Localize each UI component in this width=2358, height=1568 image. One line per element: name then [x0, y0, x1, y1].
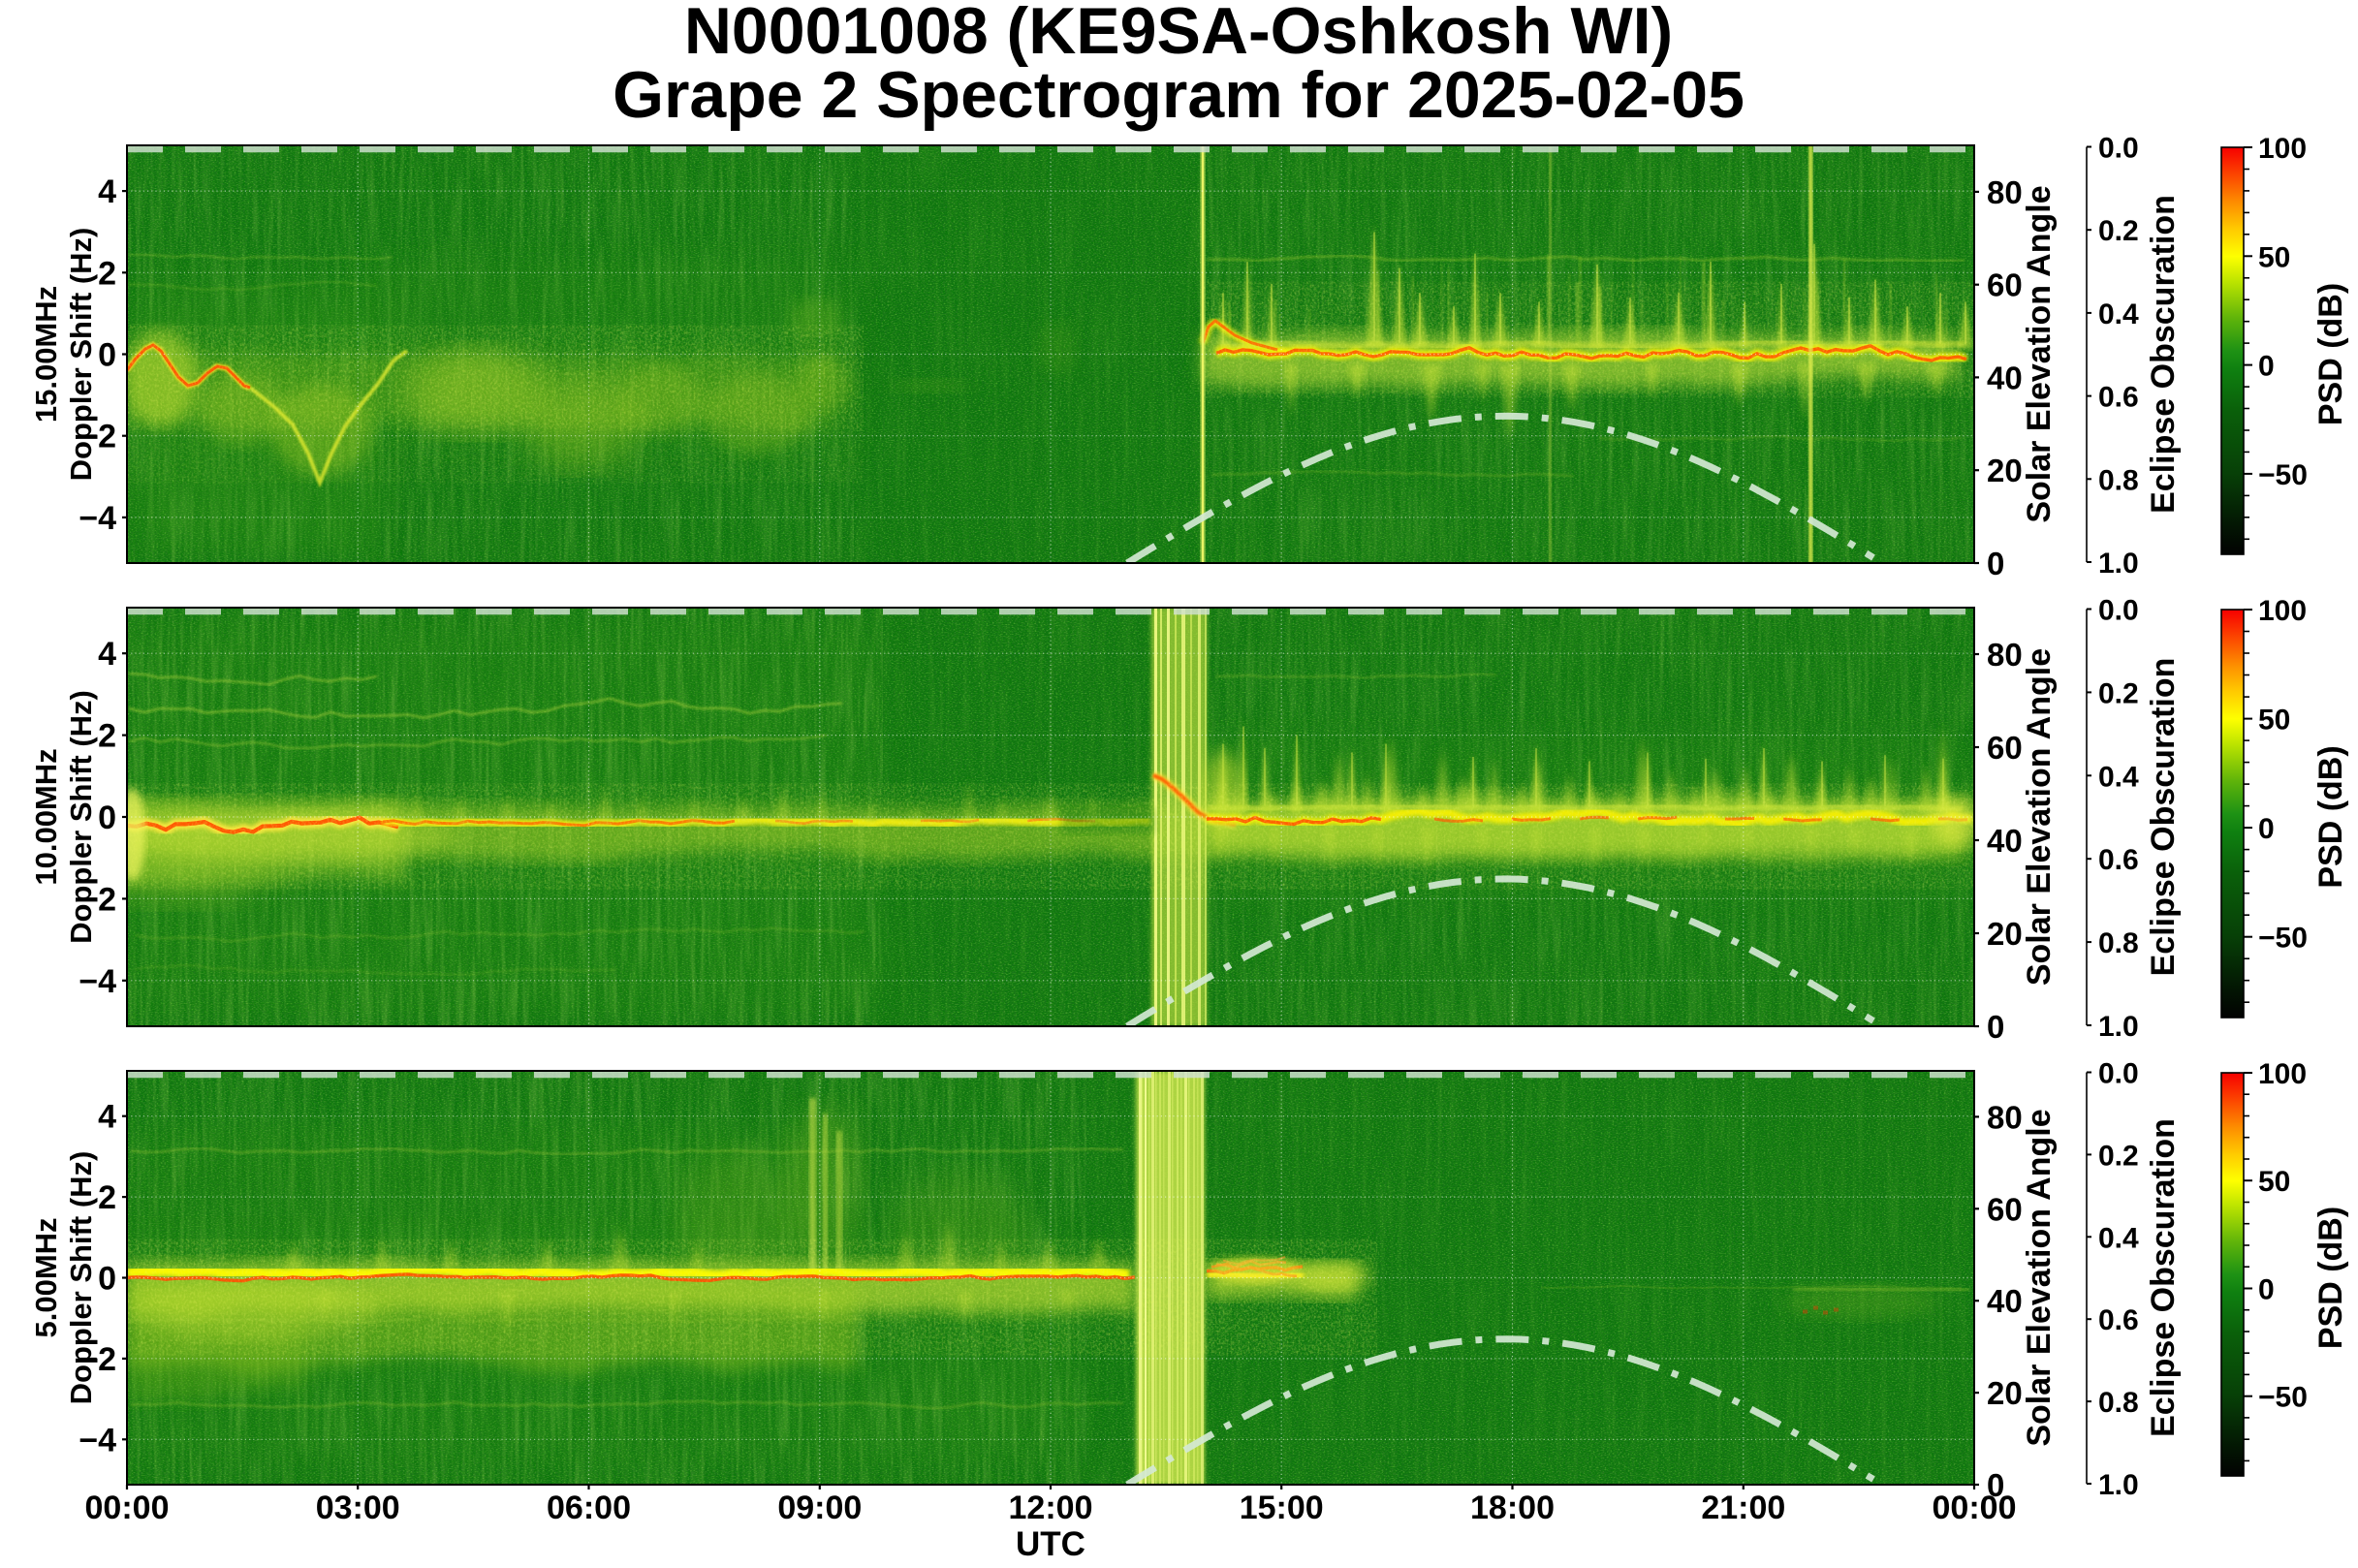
svg-text:−2: −2 [79, 419, 116, 455]
svg-text:1.0: 1.0 [2098, 1469, 2139, 1501]
svg-text:2: 2 [98, 255, 116, 292]
svg-text:100: 100 [2258, 133, 2307, 165]
svg-text:Doppler Shift (Hz): Doppler Shift (Hz) [64, 1151, 98, 1405]
svg-text:0.0: 0.0 [2098, 133, 2139, 165]
svg-text:50: 50 [2258, 705, 2290, 737]
svg-text:PSD (dB): PSD (dB) [2312, 745, 2349, 888]
svg-text:Solar Elevation Angle: Solar Elevation Angle [2021, 648, 2058, 986]
svg-text:Doppler Shift (Hz): Doppler Shift (Hz) [64, 228, 98, 482]
svg-text:0: 0 [98, 1261, 116, 1298]
svg-text:Eclipse Obscuration: Eclipse Obscuration [2145, 195, 2182, 514]
svg-text:50: 50 [2258, 241, 2290, 273]
svg-text:0.8: 0.8 [2098, 464, 2139, 496]
svg-text:10.00MHz: 10.00MHz [29, 748, 63, 885]
svg-text:0: 0 [2258, 1274, 2275, 1306]
svg-text:80: 80 [1987, 637, 2023, 673]
svg-text:1.0: 1.0 [2098, 548, 2139, 580]
svg-text:0: 0 [1987, 546, 2004, 581]
svg-text:12:00: 12:00 [1009, 1490, 1093, 1526]
svg-text:2: 2 [98, 1179, 116, 1216]
svg-text:40: 40 [1987, 823, 2023, 859]
svg-text:20: 20 [1987, 916, 2023, 952]
svg-text:1.0: 1.0 [2098, 1011, 2139, 1043]
svg-text:0.6: 0.6 [2098, 844, 2139, 876]
svg-text:100: 100 [2258, 595, 2307, 627]
svg-text:UTC: UTC [1016, 1525, 1085, 1563]
svg-text:100: 100 [2258, 1058, 2307, 1090]
svg-text:Doppler Shift (Hz): Doppler Shift (Hz) [64, 690, 98, 944]
svg-text:20: 20 [1987, 1375, 2023, 1411]
svg-text:−4: −4 [79, 963, 116, 1000]
svg-text:06:00: 06:00 [547, 1490, 631, 1526]
svg-text:−4: −4 [79, 500, 116, 537]
svg-text:0.2: 0.2 [2098, 215, 2139, 247]
svg-text:80: 80 [1987, 1099, 2023, 1135]
svg-text:−50: −50 [2258, 1382, 2308, 1414]
svg-text:0.6: 0.6 [2098, 382, 2139, 414]
svg-text:15.00MHz: 15.00MHz [29, 286, 63, 423]
svg-text:0.0: 0.0 [2098, 1058, 2139, 1090]
svg-text:03:00: 03:00 [316, 1490, 400, 1526]
svg-text:0: 0 [1987, 1009, 2004, 1045]
svg-text:0.2: 0.2 [2098, 677, 2139, 709]
svg-text:00:00: 00:00 [85, 1490, 170, 1526]
svg-text:4: 4 [98, 636, 116, 673]
svg-text:80: 80 [1987, 174, 2023, 210]
svg-text:0.4: 0.4 [2098, 298, 2139, 330]
svg-text:2: 2 [98, 718, 116, 755]
svg-text:0.6: 0.6 [2098, 1304, 2139, 1336]
svg-text:Solar Elevation Angle: Solar Elevation Angle [2021, 185, 2058, 522]
svg-text:15:00: 15:00 [1240, 1490, 1324, 1526]
svg-text:5.00MHz: 5.00MHz [29, 1217, 63, 1337]
svg-text:0.8: 0.8 [2098, 1387, 2139, 1419]
svg-text:PSD (dB): PSD (dB) [2312, 283, 2349, 425]
svg-text:4: 4 [98, 1099, 116, 1136]
svg-text:50: 50 [2258, 1166, 2290, 1198]
svg-text:60: 60 [1987, 730, 2023, 766]
svg-text:00:00: 00:00 [1933, 1490, 2017, 1526]
svg-text:60: 60 [1987, 267, 2023, 303]
svg-text:−50: −50 [2258, 459, 2308, 491]
svg-text:0: 0 [98, 337, 116, 374]
svg-text:18:00: 18:00 [1470, 1490, 1555, 1526]
svg-text:0: 0 [2258, 813, 2275, 845]
svg-text:40: 40 [1987, 1283, 2023, 1319]
svg-text:21:00: 21:00 [1701, 1490, 1785, 1526]
svg-text:60: 60 [1987, 1191, 2023, 1227]
svg-text:−4: −4 [79, 1422, 116, 1458]
svg-text:0.4: 0.4 [2098, 1222, 2139, 1254]
svg-text:0.8: 0.8 [2098, 927, 2139, 959]
svg-text:40: 40 [1987, 360, 2023, 395]
svg-text:−50: −50 [2258, 923, 2308, 955]
svg-text:Eclipse Obscuration: Eclipse Obscuration [2145, 658, 2182, 977]
svg-text:0: 0 [2258, 351, 2275, 383]
svg-text:Grape 2 Spectrogram for 2025-0: Grape 2 Spectrogram for 2025-02-05 [613, 58, 1745, 132]
svg-text:0.4: 0.4 [2098, 761, 2139, 793]
svg-text:N0001008 (KE9SA-Oshkosh WI): N0001008 (KE9SA-Oshkosh WI) [684, 0, 1673, 68]
svg-text:Solar Elevation Angle: Solar Elevation Angle [2021, 1109, 2058, 1446]
svg-text:PSD (dB): PSD (dB) [2312, 1207, 2349, 1349]
svg-text:−2: −2 [79, 1341, 116, 1378]
svg-text:0: 0 [1987, 1467, 2004, 1503]
svg-text:09:00: 09:00 [777, 1490, 862, 1526]
svg-text:Eclipse Obscuration: Eclipse Obscuration [2145, 1118, 2182, 1437]
svg-text:0: 0 [98, 800, 116, 836]
svg-text:−2: −2 [79, 881, 116, 918]
svg-text:0.2: 0.2 [2098, 1140, 2139, 1172]
svg-text:0.0: 0.0 [2098, 595, 2139, 627]
svg-text:4: 4 [98, 173, 116, 210]
svg-text:20: 20 [1987, 453, 2023, 488]
